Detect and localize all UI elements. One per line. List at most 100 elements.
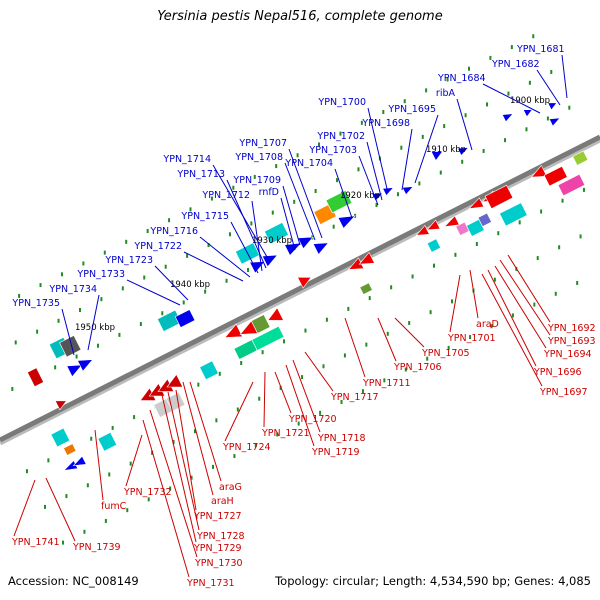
track-dot [43, 504, 46, 509]
track-dot [100, 297, 103, 302]
track-dot [240, 361, 243, 366]
gene-label: YPN_1739 [72, 542, 121, 553]
track-dot [197, 382, 200, 387]
track-dot [528, 80, 531, 85]
track-dot [62, 540, 65, 545]
track-dot [421, 134, 424, 139]
track-dot [125, 239, 128, 244]
track-dot [507, 91, 510, 96]
label-connector [304, 351, 334, 392]
label-connector [125, 434, 143, 487]
gene-block [250, 314, 271, 334]
label-connector [288, 148, 323, 239]
gene-label: YPN_1733 [76, 269, 125, 280]
track-dot [489, 55, 492, 60]
track-dot [418, 181, 421, 186]
gene-arrow [382, 187, 395, 197]
gene-label: YPN_1697 [539, 387, 588, 398]
gene-label: YPN_1734 [48, 284, 97, 295]
gene-block [63, 443, 77, 456]
gene-block-shape [572, 150, 589, 166]
gene-label: YPN_1720 [288, 414, 337, 425]
gene-label: YPN_1730 [194, 558, 243, 569]
gene-arrow-shape [77, 359, 94, 372]
track-dot [36, 329, 39, 334]
track-dot [164, 264, 167, 269]
gene-block-shape [359, 282, 373, 295]
label-connector [401, 128, 413, 191]
track-dot [347, 306, 350, 311]
gene-block-shape [557, 173, 586, 197]
track-dot [236, 407, 239, 412]
track-dot [504, 138, 507, 143]
track-dot [304, 328, 307, 333]
gene-label: YPN_1712 [201, 190, 250, 201]
track-dot [467, 66, 470, 71]
label-connector [13, 479, 36, 537]
label-connector [481, 273, 543, 387]
gene-arrow-shape [72, 455, 87, 467]
gene-block [557, 173, 586, 197]
track-dot [121, 286, 124, 291]
track-dot [246, 267, 249, 272]
track-dot [525, 127, 528, 132]
label-connector [366, 141, 383, 201]
gene-label: YPN_1713 [176, 169, 225, 180]
track-dot [182, 300, 185, 305]
kbp-label: 1900 kbp [510, 96, 550, 106]
track-dot [518, 220, 521, 225]
track-dot [111, 425, 114, 430]
track-dot [361, 389, 364, 394]
gene-label: YPN_1719 [311, 447, 360, 458]
track-dot [143, 275, 146, 280]
gene-block-shape [426, 238, 442, 253]
gene-arrow [426, 219, 441, 231]
label-connector [469, 269, 479, 319]
gene-block [174, 309, 196, 328]
gene-arrow-shape [530, 164, 548, 178]
track-dot [540, 209, 543, 214]
gene-label: YPN_1693 [547, 336, 596, 347]
gene-block-shape [97, 432, 118, 452]
label-connector [175, 389, 197, 511]
gene-label: YPN_1692 [547, 323, 596, 334]
track-dot [403, 99, 406, 104]
track-dot [382, 110, 385, 115]
gene-arrow [224, 323, 243, 338]
gene-label: YPN_1682 [491, 59, 540, 70]
track-dot [210, 196, 213, 201]
track-dot [439, 170, 442, 175]
label-connector [274, 371, 292, 414]
gene-label: YPN_1715 [180, 211, 229, 222]
track-dot [332, 224, 335, 229]
gene-arrow [401, 186, 414, 196]
gene-block [263, 222, 289, 245]
gene-arrow [430, 151, 444, 162]
track-dot [432, 263, 435, 268]
gene-arrow [261, 254, 279, 268]
track-dot [536, 256, 539, 261]
gene-block-shape [199, 360, 219, 381]
gene-arrow [267, 307, 284, 321]
track-dot [386, 331, 389, 336]
track-dot [168, 218, 171, 223]
gene-label: YPN_1703 [308, 145, 357, 156]
label-connector [230, 221, 259, 274]
gene-label: YPN_1735 [11, 298, 60, 309]
track-dot [411, 274, 414, 279]
label-connector [280, 197, 296, 251]
gene-arrow-shape [501, 113, 514, 123]
gene-label: YPN_1722 [133, 241, 182, 252]
track-dot [250, 221, 253, 226]
label-connector [182, 381, 214, 496]
gene-arrow-shape [548, 117, 561, 127]
label-connector [284, 162, 316, 241]
map-title: Yersinia pestis Nepal516, complete genom… [157, 9, 443, 24]
gene-label: fumC [101, 501, 127, 512]
label-connector [189, 381, 222, 482]
label-connector [499, 259, 551, 336]
gene-label: YPN_1700 [317, 97, 366, 108]
gene-label: YPN_1721 [261, 428, 310, 439]
gene-block-shape [250, 314, 271, 334]
label-connector [456, 98, 473, 151]
